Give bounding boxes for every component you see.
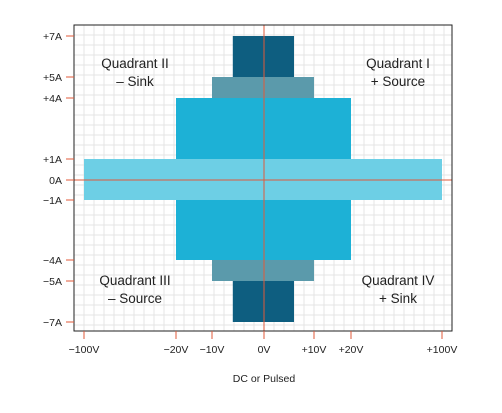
x-tick-label: 0V [258, 344, 271, 356]
quadrant-label-q4: Quadrant IV + Sink [362, 273, 435, 306]
quadrant-label-q1: Quadrant I + Source [366, 56, 430, 89]
y-tick-label: −4A [43, 255, 62, 267]
quadrant-name: Quadrant IV [362, 273, 435, 288]
x-axis-label: DC or Pulsed [233, 373, 296, 385]
plot-frame [73, 24, 453, 332]
zero-axes [74, 25, 452, 331]
quadrant-name: Quadrant I [366, 56, 430, 71]
quadrant-name: Quadrant III [99, 273, 170, 288]
x-tick-label: +100V [427, 344, 458, 356]
ticks: +7A +5A +4A +1A 0A −1A −4A −5A −7A −100V −20V −10V 0… [43, 31, 457, 356]
quadrant-mode: + Source [371, 74, 425, 89]
y-tick-label: +7A [43, 31, 62, 43]
x-tick-label: +10V [302, 344, 327, 356]
y-tick-label: +1A [43, 154, 62, 166]
quadrant-mode: + Sink [379, 291, 417, 306]
y-tick-label: −7A [43, 317, 62, 329]
x-tick-label: −20V [164, 344, 189, 356]
x-tick-label: +20V [339, 344, 364, 356]
x-tick-label: −100V [69, 344, 100, 356]
y-tick-label: 0A [49, 175, 62, 187]
y-tick-label: −1A [43, 195, 62, 207]
quadrant-label-q2: Quadrant II – Sink [101, 56, 169, 89]
quadrant-name: Quadrant II [101, 56, 169, 71]
quadrant-mode: – Sink [116, 74, 154, 89]
x-tick-label: −10V [200, 344, 225, 356]
y-tick-label: +5A [43, 72, 62, 84]
y-tick-label: −5A [43, 276, 62, 288]
quadrant-mode: – Source [108, 291, 162, 306]
y-tick-label: +4A [43, 93, 62, 105]
quadrant-label-q3: Quadrant III – Source [99, 273, 170, 306]
